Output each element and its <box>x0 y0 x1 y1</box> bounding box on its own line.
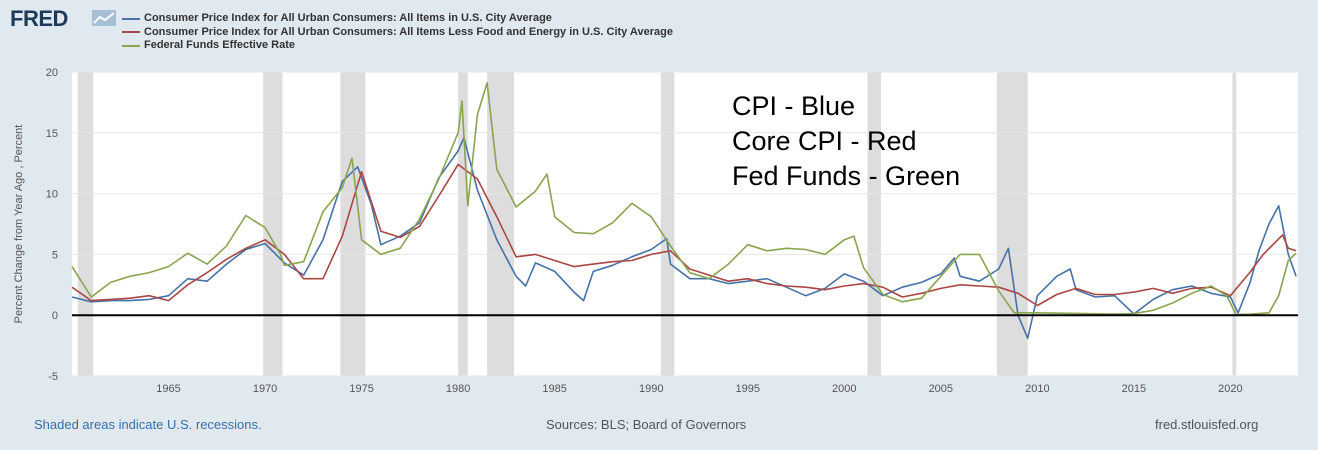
site-url: fred.stlouisfed.org <box>1155 417 1259 432</box>
legend-item-cpi: Consumer Price Index for All Urban Consu… <box>122 12 673 26</box>
recession-band <box>1232 72 1237 376</box>
fred-logo: FRED <box>10 6 68 31</box>
legend-label-fed: Federal Funds Effective Rate <box>144 39 295 51</box>
recession-band <box>660 72 675 376</box>
sources-note: Sources: BLS; Board of Governors <box>546 417 747 432</box>
recession-band <box>77 72 94 376</box>
x-tick-label: 1990 <box>639 383 663 395</box>
legend-label-cpi: Consumer Price Index for All Urban Consu… <box>144 12 552 24</box>
y-tick-label: 10 <box>46 189 58 201</box>
series-line-fed <box>71 82 1297 316</box>
legend-item-core: Consumer Price Index for All Urban Consu… <box>122 26 673 40</box>
legend-item-fed: Federal Funds Effective Rate <box>122 39 673 53</box>
series-line-core <box>71 163 1297 307</box>
recession-band <box>458 72 468 376</box>
annotation-text: Fed Funds - Green <box>732 161 960 191</box>
y-tick-label: 5 <box>52 249 58 261</box>
x-tick-label: 1980 <box>446 383 470 395</box>
chart-legend: Consumer Price Index for All Urban Consu… <box>122 12 673 53</box>
recession-band <box>867 72 881 376</box>
recession-band <box>263 72 283 376</box>
x-tick-label: 2015 <box>1122 383 1146 395</box>
x-tick-label: 1970 <box>253 383 277 395</box>
x-tick-label: 1995 <box>736 383 760 395</box>
y-axis-label: Percent Change from Year Ago , Percent <box>13 125 25 324</box>
y-tick-label: 15 <box>46 128 58 140</box>
x-tick-label: 1985 <box>542 383 566 395</box>
plot-area <box>72 72 1298 376</box>
x-tick-label: 2020 <box>1218 383 1242 395</box>
legend-swatch-fed <box>122 44 140 47</box>
x-tick-label: 1975 <box>349 383 373 395</box>
legend-swatch-core <box>122 31 140 34</box>
x-tick-label: 1965 <box>156 383 180 395</box>
y-tick-label: -5 <box>48 371 58 383</box>
x-tick-label: 2010 <box>1025 383 1049 395</box>
line-chart: -5 0 5 10 15 20 1965 1970 1975 1980 1985 1990 1995 20… <box>13 67 1298 395</box>
recession-band <box>340 72 366 376</box>
annotation-text: CPI - Blue <box>732 91 855 121</box>
y-tick-label: 20 <box>46 67 58 79</box>
y-tick-label: 0 <box>52 310 58 322</box>
legend-label-core: Consumer Price Index for All Urban Consu… <box>144 25 673 38</box>
chart-line-icon <box>92 10 116 26</box>
x-tick-label: 2000 <box>832 383 856 395</box>
legend-swatch-cpi <box>122 17 140 20</box>
x-tick-label: 2005 <box>929 383 953 395</box>
annotation-text: Core CPI - Red <box>732 126 917 156</box>
recession-note: Shaded areas indicate U.S. recessions. <box>34 417 262 432</box>
recession-band <box>996 72 1028 376</box>
